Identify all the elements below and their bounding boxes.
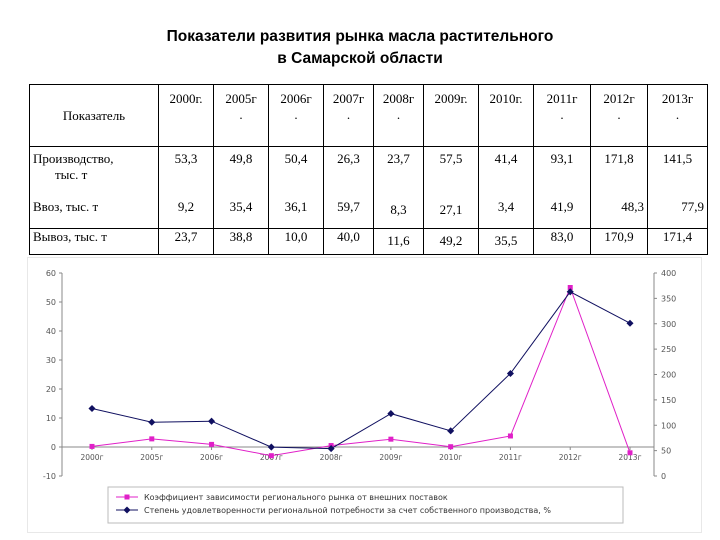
right-tick-label: 150 (661, 396, 676, 405)
header-year: 2009г. (423, 84, 479, 147)
series-2-point (88, 404, 96, 413)
category-tick-label: 2013г (618, 453, 641, 462)
series-2-point (267, 443, 275, 451)
series-2-point (208, 417, 216, 425)
header-year: 2011г. (533, 84, 591, 147)
series-2-point (626, 319, 634, 327)
page-title: Показатели развития рынка масла растител… (0, 26, 720, 70)
table-cell: 40,0 (323, 228, 374, 255)
table-cell: 23,7 8,3 (373, 146, 424, 229)
left-tick-label: 60 (46, 269, 56, 278)
right-tick-label: 100 (661, 421, 676, 430)
series-1-point (209, 441, 215, 447)
left-tick-label: 30 (46, 356, 56, 365)
export-label: Вывоз, тыс. т (29, 228, 159, 255)
right-tick-label: 400 (661, 269, 676, 278)
table-cell: 57,5 27,1 (423, 146, 479, 229)
right-tick-label: 200 (661, 371, 676, 380)
production-label: Производство, (33, 151, 114, 166)
table-cell: 11,6 (373, 228, 424, 255)
right-tick-label: 0 (661, 472, 666, 481)
series-1-point (149, 436, 155, 442)
right-tick-label: 350 (661, 294, 676, 303)
left-tick-label: 0 (51, 443, 56, 452)
series-1-point (388, 436, 394, 442)
table-cell: 83,0 (533, 228, 591, 255)
table-row-production-import: Производство, тыс. т Ввоз, тыс. т 53,3 9,2… (29, 146, 708, 229)
table-cell: 26,3 59,7 (323, 146, 374, 229)
header-indicator-label: Показатель (29, 84, 159, 147)
table-cell: 35,5 (478, 228, 534, 255)
right-tick-label: 300 (661, 320, 676, 329)
header-year: 2005г. (213, 84, 269, 147)
category-tick-label: 2008г (320, 453, 343, 462)
category-tick-label: 2011г (499, 453, 522, 462)
table-cell: 49,2 (423, 228, 479, 255)
series-2-point (506, 369, 514, 378)
legend-label-1: Коэффициент зависимости регионального ры… (144, 493, 448, 502)
category-tick-label: 2009г (379, 453, 402, 462)
table-row-export: Вывоз, тыс. т 23,7 38,8 10,0 40,0 11,6 4… (29, 228, 708, 255)
table-cell: 23,7 (158, 228, 214, 255)
series-1-point (567, 285, 573, 290)
title-line-1: Показатели развития рынка масла растител… (166, 28, 554, 45)
table-cell: 93,1 41,9 (533, 146, 591, 229)
title-line-2: в Самарской области (277, 50, 443, 67)
category-tick-label: 2006г (200, 453, 223, 462)
legend-box (107, 486, 624, 524)
table-cell: 170,9 (590, 228, 648, 255)
import-label: Ввоз, тыс. т (33, 199, 99, 214)
right-tick-label: 50 (661, 447, 671, 456)
series-2-point (387, 410, 395, 418)
header-year: 2010г. (478, 84, 534, 147)
header-year: 2000г. (158, 84, 214, 147)
left-tick-label: 20 (46, 385, 56, 394)
series-line-1 (91, 286, 631, 457)
table-cell: 10,0 (268, 228, 324, 255)
table-header-row: Показатель 2000г. 2005г. 2006г. 2007г. 2… (29, 84, 708, 147)
header-year: 2013г. (647, 84, 708, 147)
series-2-point (327, 445, 335, 453)
series-1-point (627, 450, 633, 456)
table-cell: 141,5 77,9 (647, 146, 708, 229)
category-tick-label: 2012г (559, 453, 582, 462)
header-year: 2007г. (323, 84, 374, 147)
table-cell: 50,4 36,1 (268, 146, 324, 229)
production-import-label-cell: Производство, тыс. т Ввоз, тыс. т (29, 146, 159, 229)
table-cell: 41,4 3,4 (478, 146, 534, 229)
category-tick-label: 2000г (80, 453, 103, 462)
right-tick-label: 250 (661, 345, 676, 354)
header-year: 2012г. (590, 84, 648, 147)
table-cell: 171,8 48,3 (590, 146, 648, 229)
legend-marker-2 (123, 506, 131, 514)
legend-label-2: Степень удовлетворенности региональной п… (144, 506, 551, 515)
series-1-point (448, 444, 454, 450)
series-1-point (268, 453, 274, 459)
table-cell: 171,4 (647, 228, 708, 255)
series-2-point (566, 288, 574, 296)
series-1-point (507, 433, 513, 439)
line-chart: -10 0 10 20 30 40 50 60 0 50 100 150 200 250 300 350 400… (27, 257, 702, 533)
left-tick-label: 10 (46, 414, 56, 423)
indicators-table: Показатель 2000г. 2005г. 2006г. 2007г. 2… (29, 84, 708, 255)
left-tick-label: 50 (46, 298, 56, 307)
header-year: 2008г. (373, 84, 424, 147)
series-1-point (89, 443, 95, 449)
category-tick-label: 2005г (140, 453, 163, 462)
production-unit-label: тыс. т (55, 167, 88, 182)
category-tick-label: 2010г (439, 453, 462, 462)
left-tick-label: -10 (43, 472, 56, 481)
series-2-point (447, 427, 455, 435)
table-cell: 38,8 (213, 228, 269, 255)
series-2-point (148, 418, 156, 426)
series-line-2 (91, 291, 631, 450)
legend-marker-1 (124, 494, 130, 500)
table-cell: 49,8 35,4 (213, 146, 269, 229)
chart-svg: -10 0 10 20 30 40 50 60 0 50 100 150 200 250 300 350 400… (43, 269, 676, 524)
left-tick-label: 40 (46, 327, 56, 336)
header-year: 2006г. (268, 84, 324, 147)
table-cell: 53,3 9,2 (158, 146, 214, 229)
